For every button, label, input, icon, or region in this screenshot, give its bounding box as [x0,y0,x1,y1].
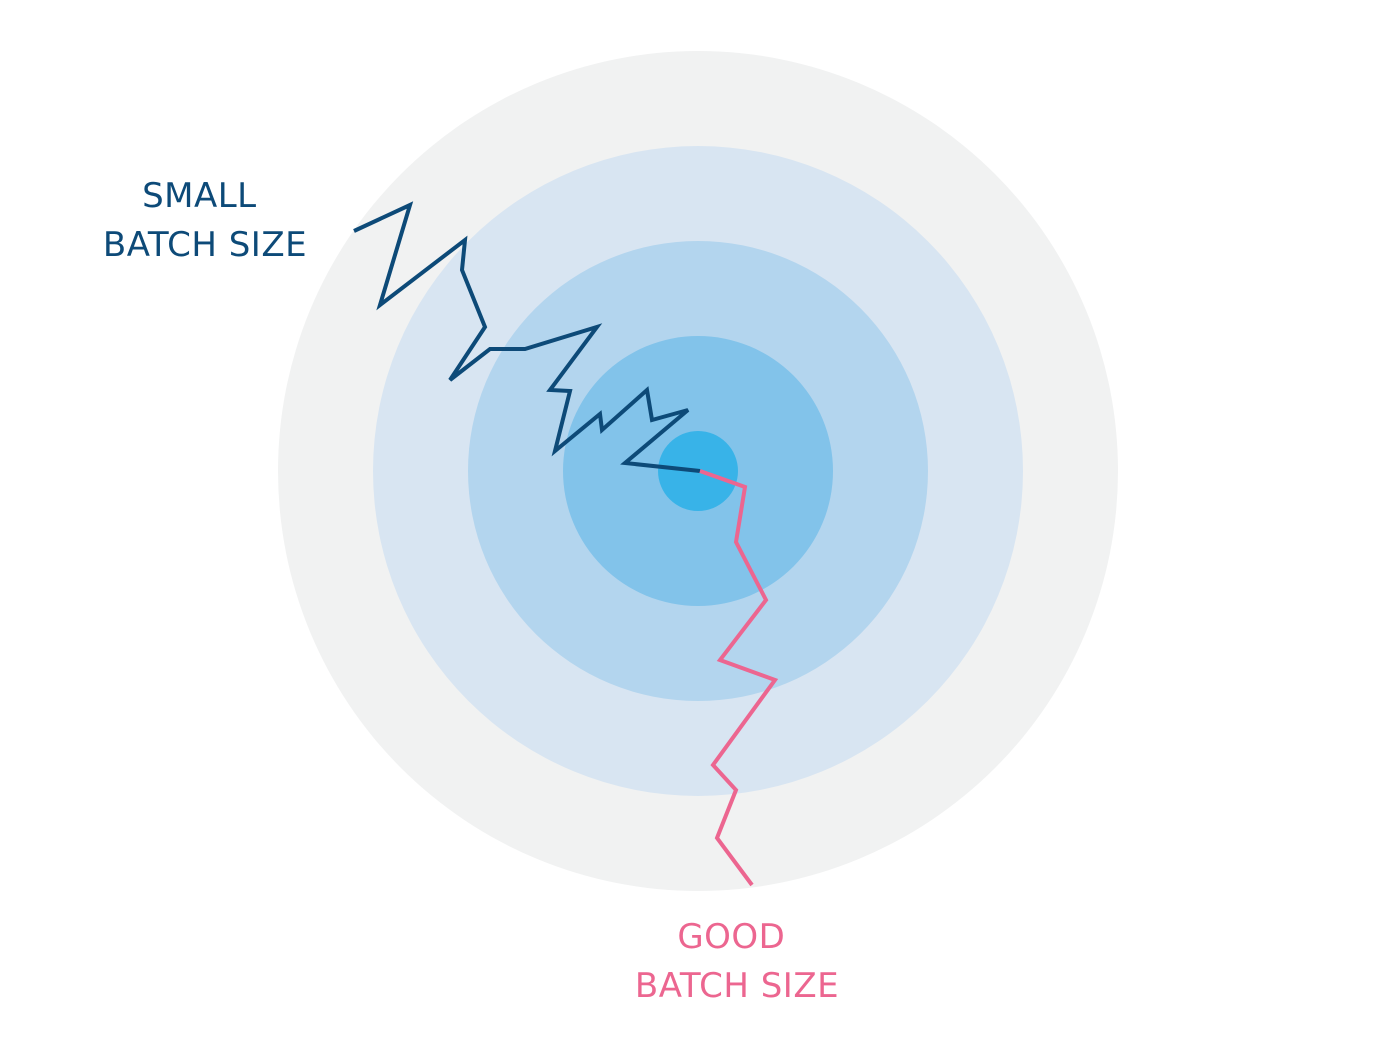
small-batch-path [353,201,701,473]
small-label-line-2: BATCH SIZE [103,225,307,265]
good-batch-label: GOOD BATCH SIZE [635,917,839,1006]
good-batch-path [699,469,779,887]
small-batch-label: SMALL BATCH SIZE [103,176,307,265]
good-label-line-1: GOOD [677,917,785,957]
good-label-line-2: BATCH SIZE [635,966,839,1006]
small-label-line-1: SMALL [142,176,257,216]
